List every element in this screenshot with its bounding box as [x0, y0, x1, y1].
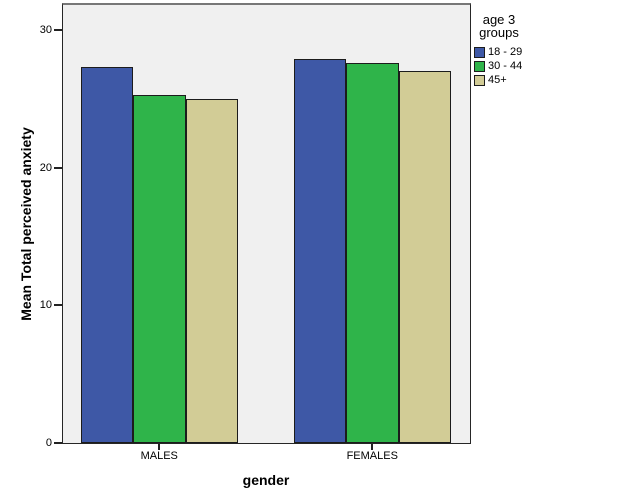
y-axis-tick-label: 10	[39, 299, 52, 312]
bar-males-45+	[185, 98, 238, 443]
y-axis-title: Mean Total perceived anxiety	[18, 127, 34, 321]
legend-item-label: 30 - 44	[488, 60, 523, 72]
x-axis-title: gender	[242, 472, 290, 488]
legend-item-label: 45+	[488, 74, 507, 86]
x-axis-tick-mark	[158, 444, 161, 450]
plot-area	[62, 3, 471, 444]
legend-item: 45+	[474, 75, 628, 86]
legend-swatch-18-29	[474, 47, 485, 58]
legend-swatch-45+	[474, 75, 485, 86]
legend: age 3 groups 18 - 29 30 - 44 45+	[470, 13, 628, 89]
legend-item: 18 - 29	[474, 47, 628, 58]
bar-males-30-44	[133, 94, 186, 443]
x-axis-category-label: FEMALES	[346, 450, 398, 462]
y-axis-tick-mark	[54, 28, 62, 31]
legend-item-label: 18 - 29	[488, 46, 523, 58]
y-axis-tick-mark	[54, 442, 62, 444]
legend-title: age 3 groups	[479, 12, 519, 40]
y-axis-tick-label: 20	[39, 161, 52, 174]
y-axis-tick-label: 0	[45, 437, 52, 449]
bar-females-18-29	[293, 58, 346, 443]
legend-swatch-30-44	[474, 61, 485, 72]
bar-males-18-29	[80, 66, 133, 443]
y-axis-tick-label: 30	[39, 23, 52, 36]
legend-item: 30 - 44	[474, 61, 628, 72]
bar-females-30-44	[346, 62, 399, 443]
legend-items: 18 - 29 30 - 44 45+	[470, 47, 628, 86]
y-axis-tick-mark	[54, 166, 62, 169]
y-axis-tick-mark	[54, 304, 62, 307]
x-axis-tick-mark	[371, 444, 374, 450]
bar-females-45+	[398, 71, 451, 443]
x-axis-category-label: MALES	[140, 450, 178, 462]
